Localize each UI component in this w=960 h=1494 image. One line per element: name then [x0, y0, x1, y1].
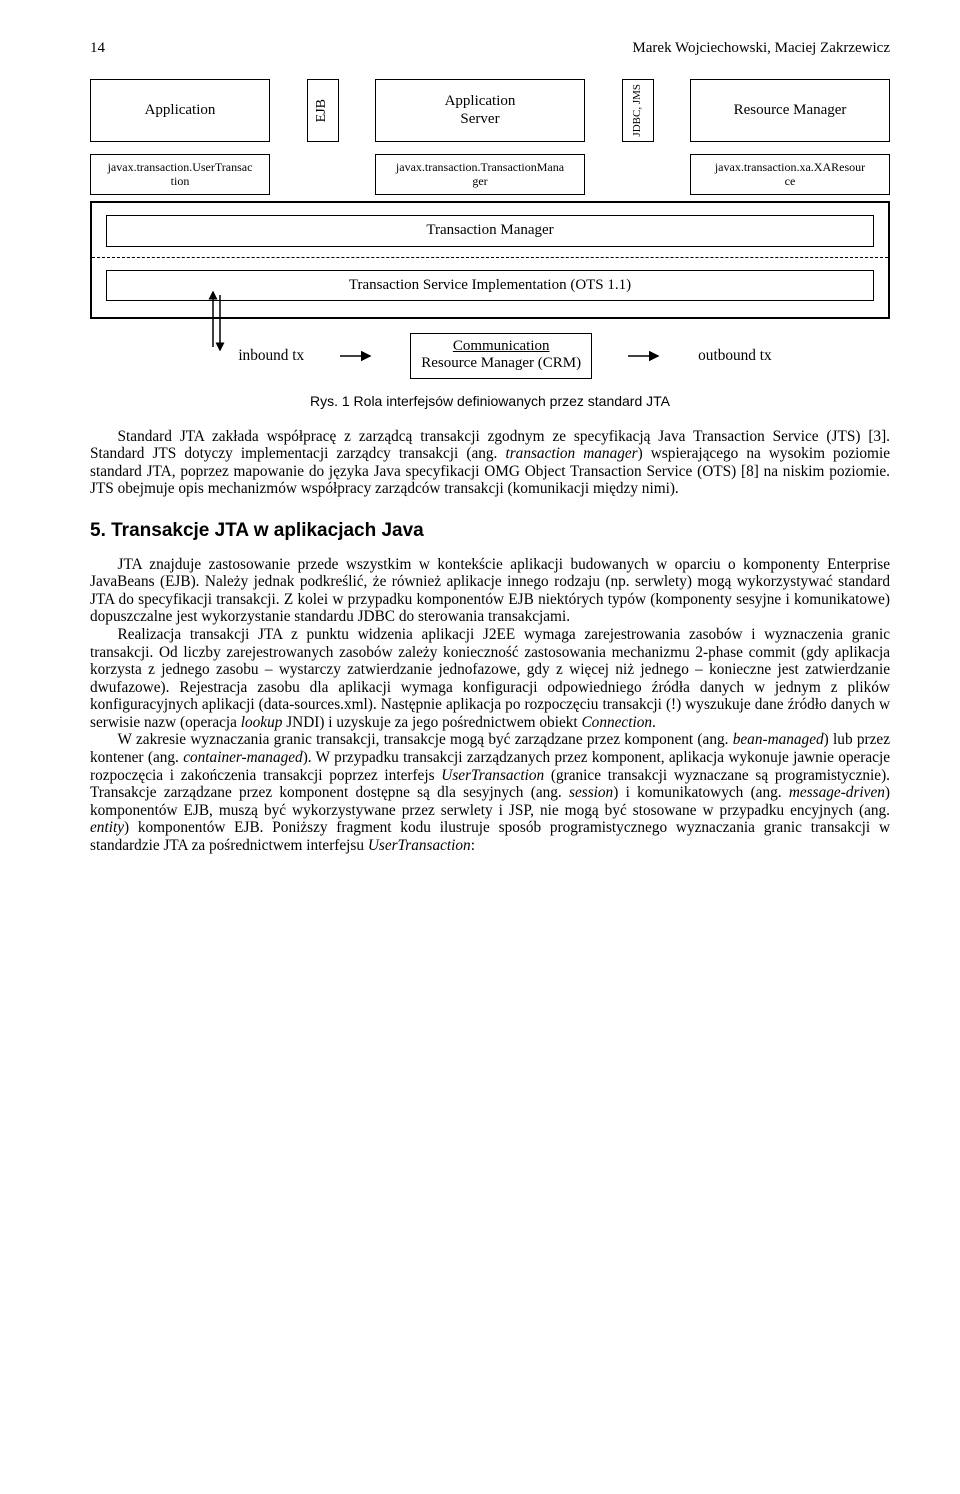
box-tsi-label: Transaction Service Implementation (OTS …: [349, 277, 631, 293]
sub-xaresource-b: ce: [785, 175, 796, 189]
p4-i4: session: [569, 784, 613, 801]
diagram-row-sub: javax.transaction.UserTransac tion javax…: [90, 154, 890, 196]
paragraph-5-3: W zakresie wyznaczania granic transakcji…: [90, 731, 890, 854]
box-app-server: Application Server: [375, 79, 585, 142]
paragraph-jts: Standard JTA zakłada współpracę z zarząd…: [90, 428, 890, 498]
sub-transactionmanager-a: javax.transaction.TransactionMana: [396, 161, 564, 175]
spacer: [307, 154, 339, 196]
box-application: Application: [90, 79, 270, 142]
p1-i1: transaction manager: [505, 445, 637, 462]
arrow-right-icon: [628, 349, 662, 363]
box-transaction-manager: Transaction Manager: [106, 215, 874, 246]
page-number: 14: [90, 40, 105, 57]
sub-usertransaction-a: javax.transaction.UserTransac: [108, 161, 253, 175]
box-ejb: EJB: [307, 79, 339, 142]
box-ejb-label: EJB: [314, 97, 330, 124]
paragraph-5-1: JTA znajduje zastosowanie przede wszystk…: [90, 556, 890, 626]
running-header: 14 Marek Wojciechowski, Maciej Zakrzewic…: [90, 40, 890, 57]
figure-caption: Rys. 1 Rola interfejsów definiowanych pr…: [90, 393, 890, 409]
box-app-server-label-b: Server: [460, 111, 499, 128]
sub-usertransaction: javax.transaction.UserTransac tion: [90, 154, 270, 196]
p3-i1: lookup: [241, 714, 283, 731]
spacer: [622, 154, 654, 196]
p4-i6: entity: [90, 819, 124, 836]
diagram-row-top: Application EJB Application Server JDBC,…: [90, 79, 890, 142]
p4-i7: UserTransaction: [368, 837, 471, 854]
p4-i2: container-managed: [183, 749, 303, 766]
section-5-heading: 5. Transakcje JTA w aplikacjach Java: [90, 520, 890, 542]
p4-i3: UserTransaction: [441, 767, 544, 784]
bidir-arrow-icon: [208, 291, 222, 351]
p3-i2: Connection: [581, 714, 652, 731]
box-app-server-label-a: Application: [445, 93, 516, 110]
figure-1: Application EJB Application Server JDBC,…: [90, 79, 890, 409]
p4-a: W zakresie wyznaczania granic transakcji…: [118, 731, 733, 748]
box-application-label: Application: [145, 102, 216, 119]
diagram-crm-row: inbound tx Communication Resource Manage…: [90, 333, 890, 380]
crm-left-label: inbound tx: [238, 347, 304, 365]
running-head: Marek Wojciechowski, Maciej Zakrzewicz: [632, 40, 890, 57]
p4-h: :: [471, 837, 475, 854]
sub-transactionmanager-b: ger: [472, 175, 487, 189]
sub-xaresource: javax.transaction.xa.XAResour ce: [690, 154, 890, 196]
p3-b: JNDI) i uzyskuje za jego pośrednictwem o…: [282, 714, 581, 731]
box-jdbc-jms-label: JDBC, JMS: [631, 82, 644, 139]
sub-xaresource-a: javax.transaction.xa.XAResour: [715, 161, 865, 175]
box-crm-label-a: Communication: [421, 338, 581, 355]
dashed-separator: [92, 257, 888, 258]
box-transaction-manager-label: Transaction Manager: [426, 222, 553, 238]
paragraph-5-2: Realizacja transakcji JTA z punktu widze…: [90, 626, 890, 731]
box-jdbc-jms: JDBC, JMS: [622, 79, 654, 142]
p4-g: ) komponentów EJB. Poniższy fragment kod…: [90, 819, 890, 854]
box-crm-label-b: Resource Manager (CRM): [421, 355, 581, 372]
box-crm: Communication Resource Manager (CRM): [410, 333, 592, 380]
p3-c: .: [652, 714, 656, 731]
p4-i1: bean-managed: [733, 731, 824, 748]
p4-e: ) i komunikatowych (ang.: [613, 784, 789, 801]
p4-i5: message-driven: [789, 784, 885, 801]
arrow-right-icon: [340, 349, 374, 363]
crm-right-label: outbound tx: [698, 347, 772, 365]
sub-usertransaction-b: tion: [171, 175, 190, 189]
sub-transactionmanager: javax.transaction.TransactionMana ger: [375, 154, 585, 196]
box-resource-manager-label: Resource Manager: [734, 102, 847, 119]
box-resource-manager: Resource Manager: [690, 79, 890, 142]
